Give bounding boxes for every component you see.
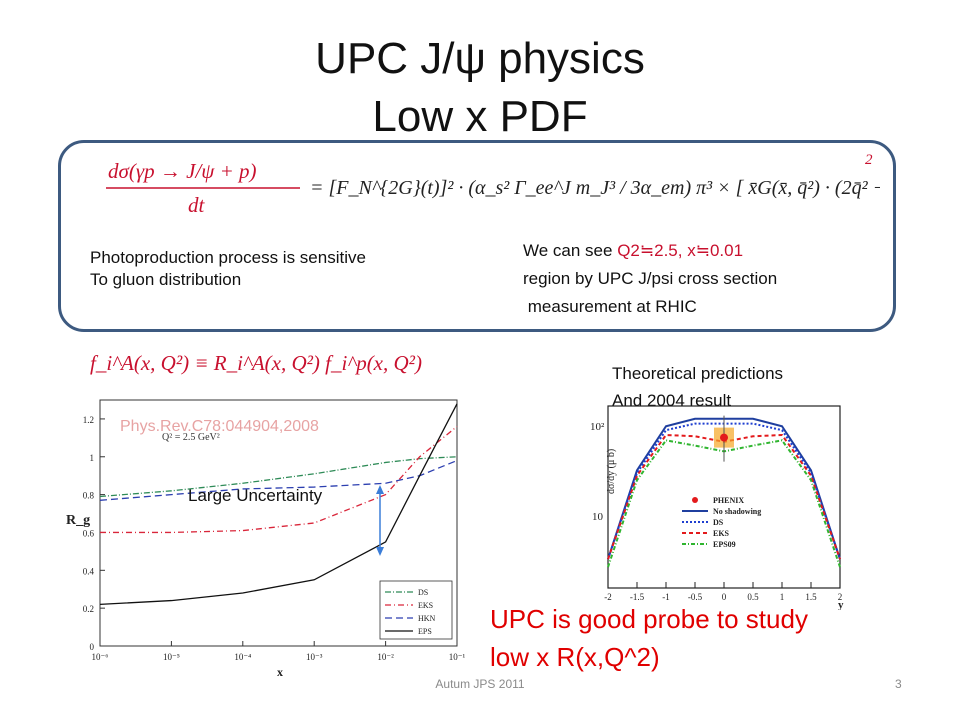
rhic-line2: region by UPC J/psi cross section xyxy=(523,269,778,288)
left-ytick-label: 0 xyxy=(90,642,95,652)
legend-eks-label: EKS xyxy=(713,529,730,538)
legend-phenix-label: PHENIX xyxy=(713,496,744,505)
footer-text: Autum JPS 2011 xyxy=(435,677,525,691)
right-ytick-top: 10² xyxy=(590,421,605,433)
slide-title-line2: Low x PDF xyxy=(372,92,588,141)
formula-rhs: = [F_N^{2G}(t)]² · (α_s² Γ_ee^J m_J³ / 3… xyxy=(310,177,880,199)
uncertainty-arrow-head-bottom xyxy=(376,547,384,556)
rhic-highlight: Q2≒2.5, x≒0.01 xyxy=(617,241,744,260)
left-ytick-label: 0.8 xyxy=(83,491,95,501)
page-number: 3 xyxy=(895,677,902,691)
left-ytick-label: 0.6 xyxy=(83,528,95,538)
predictions-line1: Theoretical predictions xyxy=(612,364,784,383)
right-xtick-label: -0.5 xyxy=(688,592,703,602)
nuclear-pdf-formula-text: f_i^A(x, Q²) ≡ R_i^A(x, Q²) f_i^p(x, Q²) xyxy=(90,351,422,375)
right-xtick-label: -2 xyxy=(604,592,612,602)
series-ds-line xyxy=(99,456,458,498)
right-xtick-label: 1.5 xyxy=(805,592,817,602)
photoproduction-line1: Photoproduction process is sensitive xyxy=(90,248,366,267)
cross-section-formula: dσ(γp → J/ψ + p) dt = [F_N^{2G}(t)]² · (… xyxy=(106,152,880,217)
left-ytick-label: 1.2 xyxy=(83,415,94,425)
left-xtick-label: 10⁻⁶ xyxy=(92,652,109,662)
right-ylabel: dσ/dy (μ b) xyxy=(606,449,617,494)
right-xtick-label: -1 xyxy=(662,592,670,602)
left-legend-box xyxy=(379,580,453,640)
photoproduction-note: Photoproduction process is sensitive To … xyxy=(90,247,490,291)
left-ytick-label: 0.4 xyxy=(83,566,95,576)
right-xtick-label: 0 xyxy=(722,592,727,602)
nuclear-pdf-formula: f_i^A(x, Q²) ≡ R_i^A(x, Q²) f_i^p(x, Q²) xyxy=(90,351,422,375)
rhic-line3: measurement at RHIC xyxy=(523,297,697,316)
right-xtick-label: 1 xyxy=(780,592,785,602)
conclusion-line2: low x R(x,Q^2) xyxy=(490,642,660,672)
right-xtick-label: 2 xyxy=(838,592,843,602)
left-xtick-label: 10⁻³ xyxy=(306,652,323,662)
gluon-ratio-plot: 0 0.2 0.4 0.6 0.8 1 1.2 10⁻⁶ 10⁻⁵ 10⁻⁴ 10⁻³ 10⁻² 10… xyxy=(66,399,466,679)
predictions-line2: And 2004 result xyxy=(612,391,732,410)
photoproduction-line2: To gluon distribution xyxy=(90,270,242,289)
phenix-point xyxy=(720,433,728,442)
uncertainty-arrow-head-top xyxy=(376,485,384,494)
left-xlabel: x xyxy=(277,665,283,679)
conclusion-line1: UPC is good probe to study xyxy=(490,604,808,634)
slide-title: UPC J/ψ physics Low x PDF xyxy=(0,30,960,146)
left-xtick-label: 10⁻⁵ xyxy=(163,652,180,662)
reference-citation: Phys.Rev.C78:044904,2008 xyxy=(120,418,319,435)
right-ytick-mid: 10 xyxy=(592,511,604,523)
legend-eps-label: EPS xyxy=(418,627,432,636)
rhic-note: We can see Q2≒2.5, x≒0.01 region by UPC … xyxy=(523,237,903,321)
conclusion-text: UPC is good probe to study low x R(x,Q^2… xyxy=(490,600,808,676)
series-eks-line xyxy=(100,425,458,534)
left-ytick-label: 1 xyxy=(90,453,95,463)
legend-ds-label: DS xyxy=(418,588,428,597)
formula-lhs-denominator: dt xyxy=(188,193,206,217)
q2-label: Q² = 2.5 GeV² xyxy=(162,432,220,443)
slide-title-line1: UPC J/ψ physics xyxy=(315,34,645,83)
formula-exponent: 2 xyxy=(865,152,873,168)
right-xtick-label: 0.5 xyxy=(747,592,759,602)
right-xlabel: y xyxy=(838,599,844,610)
series-eps-line xyxy=(99,403,458,606)
left-ylabel: R_g xyxy=(66,513,90,528)
left-ytick-label: 0.2 xyxy=(83,604,94,614)
rhic-line1: We can see Q2≒2.5, x≒0.01 xyxy=(523,237,903,265)
predictions-caption: Theoretical predictions And 2004 result xyxy=(612,360,783,414)
formula-box xyxy=(58,140,896,332)
rhic-prefix: We can see xyxy=(523,241,618,260)
legend-ds-label: DS xyxy=(713,518,724,527)
left-xtick-label: 10⁻¹ xyxy=(449,652,466,662)
formula-lhs-numerator: dσ(γp → J/ψ + p) xyxy=(108,159,257,183)
legend-no-shadowing-label: No shadowing xyxy=(713,507,761,516)
large-uncertainty-label: Large Uncertainty xyxy=(188,486,323,505)
legend-eks-label: EKS xyxy=(418,601,433,610)
right-xtick-label: -1.5 xyxy=(630,592,645,602)
legend-phenix-marker xyxy=(692,497,698,503)
left-xtick-label: 10⁻⁴ xyxy=(234,652,251,662)
left-xtick-label: 10⁻² xyxy=(377,652,394,662)
legend-hkn-label: HKN xyxy=(418,614,436,623)
legend-eps09-label: EPS09 xyxy=(713,540,736,549)
rapidity-cross-section-plot: dσ/dy (μ b) 10² 10 -2 -1.5 -1 -0.5 0 0.5 1 1.5 2… xyxy=(590,405,844,610)
